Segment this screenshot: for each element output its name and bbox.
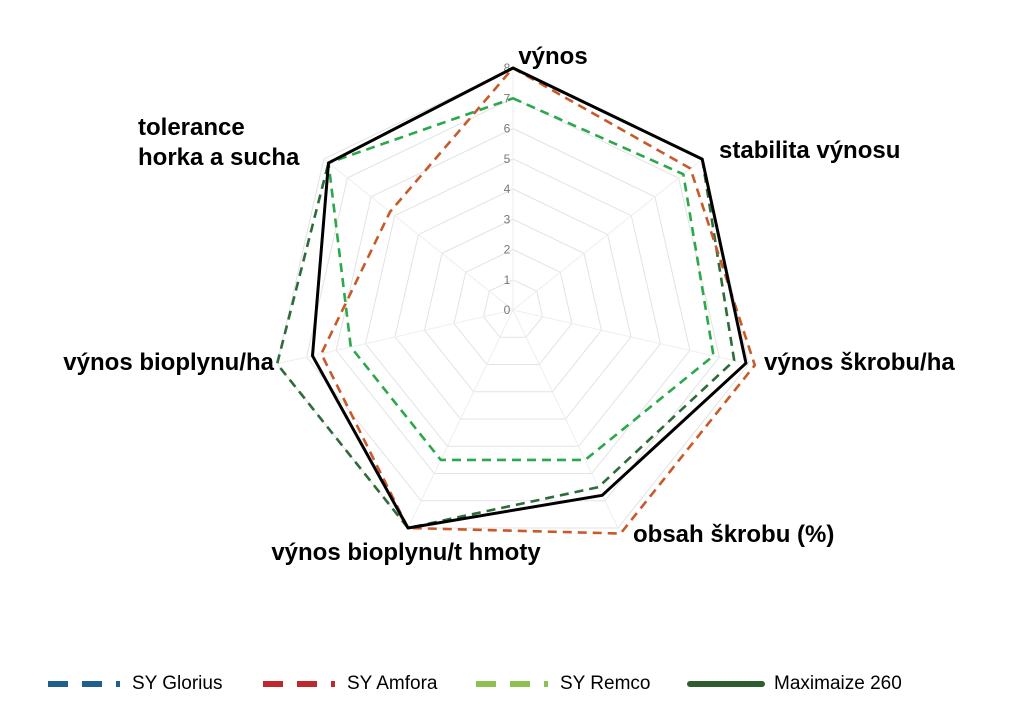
axis-label: výnos — [518, 43, 587, 70]
grid-ring — [306, 97, 720, 502]
tick-label: 7 — [504, 91, 511, 105]
tick-label: 0 — [504, 303, 511, 317]
series-sy-amfora — [319, 66, 757, 535]
legend-label: SY Amfora — [347, 673, 438, 694]
axis-label: obsah škrobu (%) — [633, 521, 834, 548]
axis-label: výnos bioplynu/t hmoty — [271, 539, 541, 566]
radar-series — [275, 66, 757, 535]
axis-label: stabilita výnosu — [719, 137, 900, 164]
legend-swatch-sy-glorius — [48, 681, 120, 687]
grid-spoke — [512, 309, 619, 529]
legend-swatch-sy-remco — [476, 681, 548, 687]
series-maximaize-260 — [311, 66, 748, 530]
legend-swatch-sy-amfora — [263, 681, 335, 687]
tick-label: 5 — [504, 152, 511, 166]
grid-spoke — [407, 309, 514, 529]
series-sy-remco — [327, 97, 715, 462]
grid-ring — [453, 248, 573, 365]
legend-label: SY Remco — [560, 673, 651, 694]
series-sy-glorius — [275, 66, 736, 530]
legend-item-sy-glorius[interactable]: SY Glorius — [44, 668, 222, 700]
grid-spoke — [276, 309, 514, 365]
grid-ring — [364, 158, 662, 447]
tick-label: 3 — [504, 212, 511, 226]
legend-swatch-maximaize-260 — [687, 681, 765, 687]
axis-label: výnos bioplynu/ha — [63, 349, 274, 376]
grid-ring — [482, 279, 544, 338]
tick-label: 8 — [504, 61, 511, 75]
grid-ring — [423, 218, 603, 393]
radar-grid — [276, 67, 750, 529]
radar-tick-labels: 0 1 2 3 4 5 6 7 8 — [504, 61, 511, 317]
grid-spoke — [323, 158, 514, 311]
grid-spoke — [512, 309, 750, 365]
grid-ring — [335, 127, 691, 474]
radar-axis-labels: výnos stabilita výnosu výnos škrobu/ha obsa… — [63, 43, 955, 566]
legend-label: SY Glorius — [132, 673, 223, 694]
legend: SY Glorius SY Amfora SY Remco Maximaize … — [0, 668, 1021, 700]
tick-label: 6 — [504, 122, 511, 136]
tick-label: 1 — [504, 273, 511, 287]
grid-ring — [394, 188, 632, 420]
axis-label: výnos škrobu/ha — [764, 349, 955, 376]
legend-item-maximaize-260[interactable]: Maximaize 260 — [686, 668, 902, 700]
legend-label: Maximaize 260 — [774, 673, 902, 694]
legend-item-sy-remco[interactable]: SY Remco — [472, 668, 650, 700]
grid-spoke — [512, 158, 703, 311]
tick-label: 4 — [504, 182, 511, 196]
tick-label: 2 — [504, 243, 511, 257]
axis-label: tolerance horka a sucha — [138, 114, 300, 171]
legend-item-sy-amfora[interactable]: SY Amfora — [259, 668, 437, 700]
